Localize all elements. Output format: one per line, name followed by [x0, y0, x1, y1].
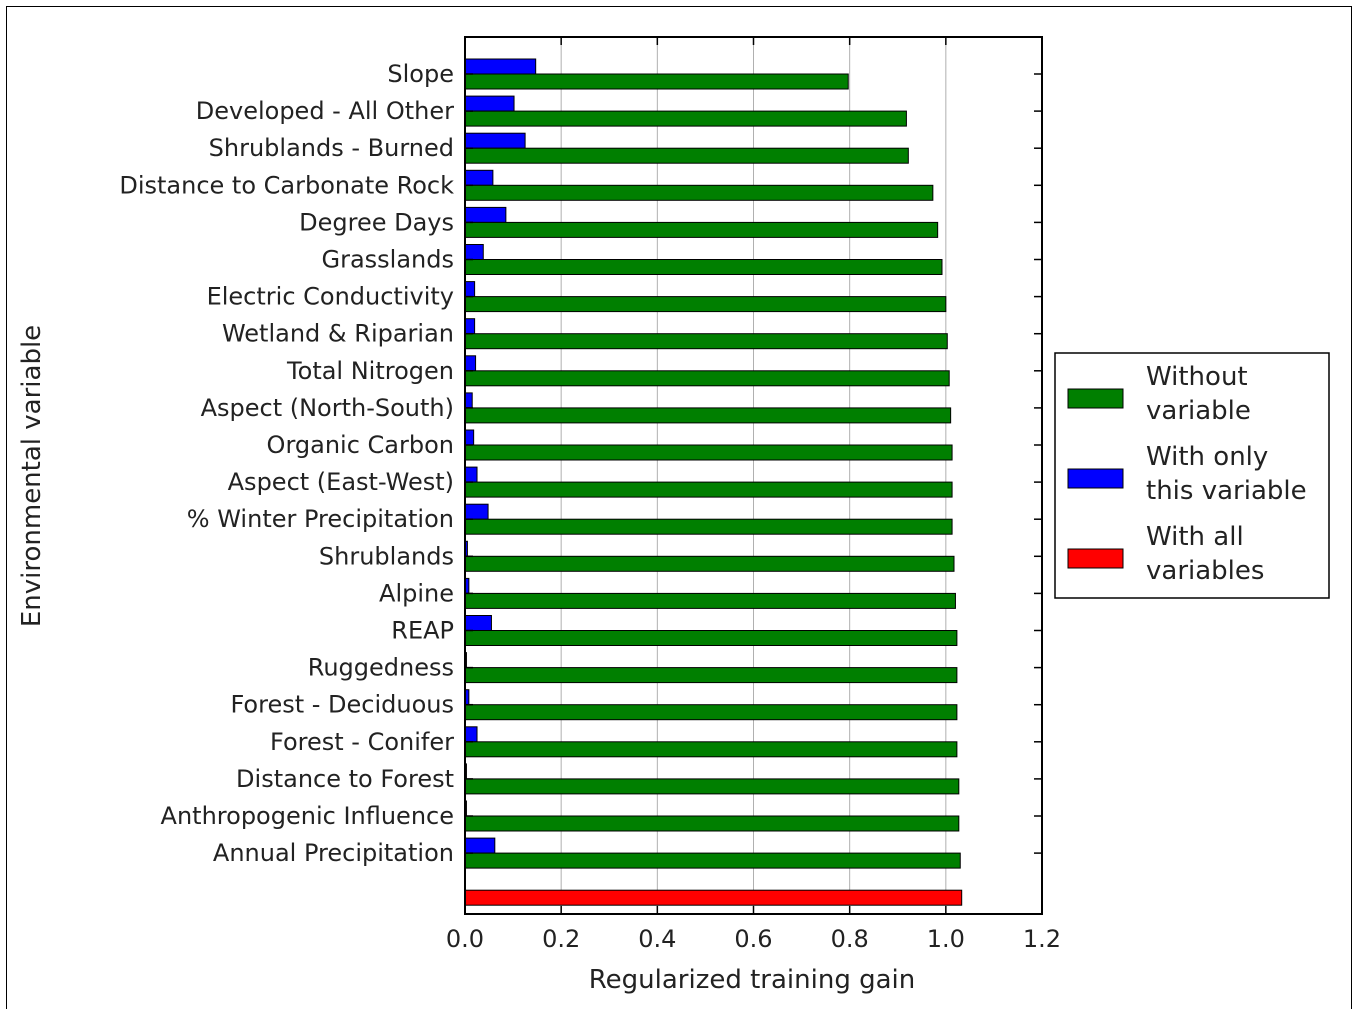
bar-with-only — [464, 503, 489, 520]
y-tick-label: % Winter Precipitation — [187, 505, 454, 533]
y-tick-label: Shrublands - Burned — [209, 134, 454, 162]
bar-with-only — [464, 318, 476, 335]
bar-with-only — [464, 58, 537, 75]
legend-label: With only — [1146, 442, 1268, 472]
bar-without — [464, 630, 958, 646]
y-tick-label: Anthropogenic Influence — [161, 802, 454, 830]
bar-without — [464, 73, 849, 90]
x-tick-label: 0.0 — [446, 925, 484, 953]
y-tick-label: Distance to Carbonate Rock — [119, 171, 454, 199]
y-tick-label: Aspect (North-South) — [201, 394, 454, 422]
y-tick-label: Total Nitrogen — [286, 357, 454, 385]
bar-with-only — [464, 206, 507, 223]
bar-with-only — [464, 615, 492, 631]
x-tick-label: 0.6 — [734, 925, 772, 953]
y-tick-label: Wetland & Riparian — [222, 320, 454, 348]
bar-without — [464, 110, 907, 127]
y-tick-label: Alpine — [379, 579, 454, 607]
bar-with-only — [464, 244, 484, 260]
y-tick-label: Distance to Forest — [236, 765, 454, 793]
legend-label: Without — [1146, 362, 1248, 392]
bar-without — [464, 815, 960, 832]
bar-without — [464, 184, 934, 201]
bar-with-all — [464, 889, 963, 906]
x-ticks: 0.0 0.2 0.4 0.6 0.8 1.0 1.2 — [446, 37, 1061, 953]
y-tick-label: Forest - Deciduous — [230, 691, 454, 719]
legend-swatch — [1067, 388, 1124, 409]
bar-without — [464, 518, 953, 535]
x-tick-label: 1.2 — [1023, 925, 1061, 953]
bar-without — [464, 296, 947, 313]
y-tick-label: Degree Days — [299, 208, 454, 236]
bar-without — [464, 333, 948, 350]
grid-lines — [560, 37, 947, 914]
y-tick-label: Grasslands — [321, 246, 454, 274]
bar-with-only — [464, 169, 494, 186]
bar-with-only — [464, 95, 515, 112]
bar-without — [464, 481, 953, 498]
y-tick-label: Developed - All Other — [196, 97, 454, 125]
bars — [464, 58, 963, 906]
bar-without — [464, 147, 909, 164]
legend-label: With all — [1146, 522, 1244, 552]
x-tick-label: 0.2 — [542, 925, 580, 953]
bar-without — [464, 221, 939, 238]
y-tick-label: Ruggedness — [308, 654, 454, 682]
y-tick-label: Annual Precipitation — [213, 839, 454, 867]
y-tick-label: Shrublands — [319, 542, 454, 570]
y-tick-label: Organic Carbon — [267, 431, 454, 459]
bar-without — [464, 778, 960, 795]
bar-with-only — [464, 837, 496, 854]
y-tick-label: Slope — [387, 60, 454, 88]
x-axis-label: Regularized training gain — [589, 965, 916, 995]
bar-with-only — [464, 726, 478, 743]
bar-without — [464, 555, 955, 572]
y-tick-labels: Slope Developed - All Other Shrublands - B… — [119, 60, 454, 867]
x-tick-label: 0.4 — [638, 925, 676, 953]
y-tick-label: REAP — [391, 617, 454, 645]
bar-without — [464, 259, 943, 275]
legend-swatch — [1067, 548, 1124, 569]
legend: Without variable With only this variable Wit… — [1054, 352, 1330, 599]
legend-swatch — [1067, 468, 1124, 489]
legend-label: variables — [1146, 556, 1264, 586]
bar-without — [464, 741, 958, 758]
bar-without — [464, 704, 958, 721]
bar-without — [464, 370, 950, 387]
bar-with-only — [464, 392, 473, 409]
bar-with-only — [464, 355, 477, 372]
bar-without — [464, 667, 958, 684]
y-axis-label: Environmental variable — [17, 325, 47, 627]
bar-with-only — [464, 466, 478, 483]
x-tick-label: 1.0 — [927, 925, 965, 953]
bar-without — [464, 407, 952, 424]
legend-label: variable — [1146, 396, 1251, 426]
bar-with-only — [464, 132, 526, 149]
y-tick-label: Aspect (East-West) — [228, 468, 454, 496]
bar-without — [464, 444, 953, 461]
bar-with-only — [464, 429, 475, 446]
legend-label: this variable — [1146, 476, 1307, 506]
bar-without — [464, 592, 956, 609]
y-tick-label: Forest - Conifer — [270, 728, 454, 756]
bar-without — [464, 852, 961, 869]
y-tick-label: Electric Conductivity — [207, 283, 454, 311]
bar-with-only — [464, 281, 476, 298]
x-tick-label: 0.8 — [831, 925, 869, 953]
